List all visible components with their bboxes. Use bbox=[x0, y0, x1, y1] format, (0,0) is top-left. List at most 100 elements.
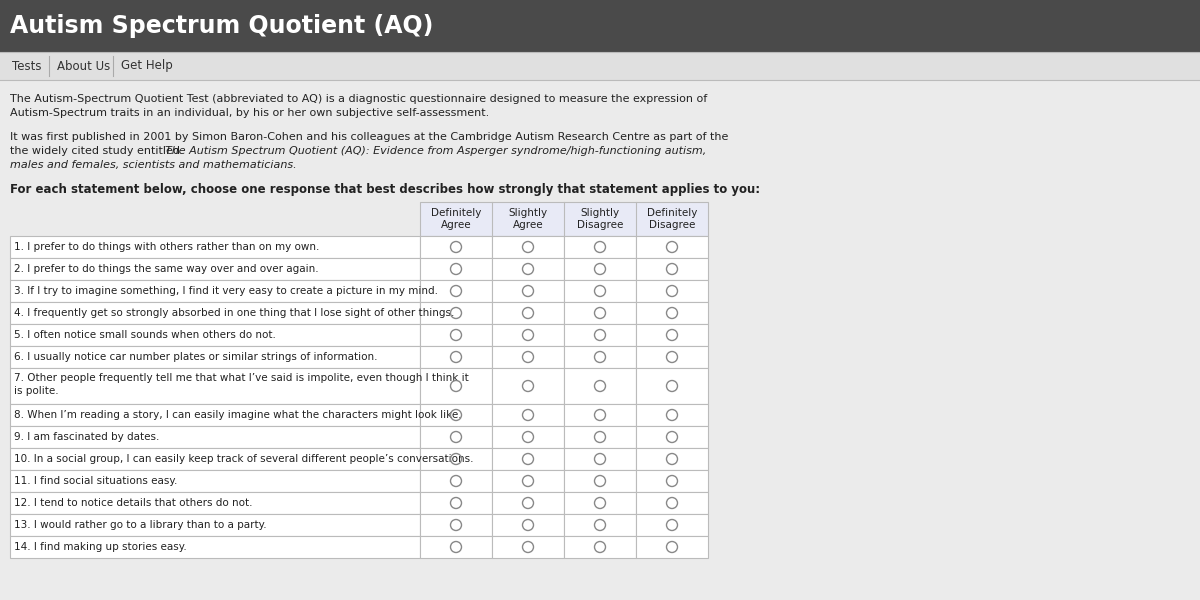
Text: Tests: Tests bbox=[12, 59, 42, 73]
FancyBboxPatch shape bbox=[564, 302, 636, 324]
FancyBboxPatch shape bbox=[10, 368, 420, 404]
FancyBboxPatch shape bbox=[0, 0, 1200, 52]
FancyBboxPatch shape bbox=[420, 492, 492, 514]
FancyBboxPatch shape bbox=[564, 426, 636, 448]
FancyBboxPatch shape bbox=[564, 324, 636, 346]
FancyBboxPatch shape bbox=[636, 368, 708, 404]
FancyBboxPatch shape bbox=[420, 470, 492, 492]
FancyBboxPatch shape bbox=[636, 258, 708, 280]
FancyBboxPatch shape bbox=[492, 470, 564, 492]
FancyBboxPatch shape bbox=[420, 258, 492, 280]
FancyBboxPatch shape bbox=[564, 536, 636, 558]
FancyBboxPatch shape bbox=[420, 448, 492, 470]
Text: 14. I find making up stories easy.: 14. I find making up stories easy. bbox=[14, 542, 187, 552]
FancyBboxPatch shape bbox=[492, 280, 564, 302]
Text: males and females, scientists and mathematicians.: males and females, scientists and mathem… bbox=[10, 160, 296, 170]
FancyBboxPatch shape bbox=[492, 324, 564, 346]
Text: Definitely
Agree: Definitely Agree bbox=[431, 208, 481, 230]
FancyBboxPatch shape bbox=[492, 514, 564, 536]
FancyBboxPatch shape bbox=[420, 324, 492, 346]
FancyBboxPatch shape bbox=[564, 492, 636, 514]
FancyBboxPatch shape bbox=[636, 470, 708, 492]
FancyBboxPatch shape bbox=[10, 324, 420, 346]
FancyBboxPatch shape bbox=[420, 202, 708, 236]
FancyBboxPatch shape bbox=[10, 404, 420, 426]
Text: 10. In a social group, I can easily keep track of several different people’s con: 10. In a social group, I can easily keep… bbox=[14, 454, 474, 464]
FancyBboxPatch shape bbox=[420, 236, 492, 258]
FancyBboxPatch shape bbox=[492, 404, 564, 426]
FancyBboxPatch shape bbox=[10, 448, 420, 470]
FancyBboxPatch shape bbox=[492, 448, 564, 470]
FancyBboxPatch shape bbox=[636, 346, 708, 368]
FancyBboxPatch shape bbox=[636, 514, 708, 536]
Text: 9. I am fascinated by dates.: 9. I am fascinated by dates. bbox=[14, 432, 160, 442]
FancyBboxPatch shape bbox=[10, 236, 420, 258]
Text: The Autism-Spectrum Quotient Test (abbreviated to AQ) is a diagnostic questionna: The Autism-Spectrum Quotient Test (abbre… bbox=[10, 94, 707, 104]
FancyBboxPatch shape bbox=[420, 368, 492, 404]
Text: 5. I often notice small sounds when others do not.: 5. I often notice small sounds when othe… bbox=[14, 330, 276, 340]
FancyBboxPatch shape bbox=[10, 514, 420, 536]
FancyBboxPatch shape bbox=[636, 404, 708, 426]
FancyBboxPatch shape bbox=[564, 346, 636, 368]
Text: 2. I prefer to do things the same way over and over again.: 2. I prefer to do things the same way ov… bbox=[14, 264, 319, 274]
FancyBboxPatch shape bbox=[420, 302, 492, 324]
Text: 4. I frequently get so strongly absorbed in one thing that I lose sight of other: 4. I frequently get so strongly absorbed… bbox=[14, 308, 455, 318]
FancyBboxPatch shape bbox=[636, 492, 708, 514]
Text: 7. Other people frequently tell me that what I’ve said is impolite, even though : 7. Other people frequently tell me that … bbox=[14, 373, 469, 383]
FancyBboxPatch shape bbox=[420, 426, 492, 448]
FancyBboxPatch shape bbox=[10, 302, 420, 324]
FancyBboxPatch shape bbox=[492, 536, 564, 558]
FancyBboxPatch shape bbox=[420, 346, 492, 368]
Text: Autism-Spectrum traits in an individual, by his or her own subjective self-asses: Autism-Spectrum traits in an individual,… bbox=[10, 108, 490, 118]
FancyBboxPatch shape bbox=[10, 470, 420, 492]
Text: 11. I find social situations easy.: 11. I find social situations easy. bbox=[14, 476, 178, 486]
FancyBboxPatch shape bbox=[636, 448, 708, 470]
Text: 3. If I try to imagine something, I find it very easy to create a picture in my : 3. If I try to imagine something, I find… bbox=[14, 286, 438, 296]
FancyBboxPatch shape bbox=[10, 280, 420, 302]
FancyBboxPatch shape bbox=[10, 346, 420, 368]
Text: The Autism Spectrum Quotient (AQ): Evidence from Asperger syndrome/high-function: The Autism Spectrum Quotient (AQ): Evide… bbox=[166, 146, 707, 156]
FancyBboxPatch shape bbox=[420, 536, 492, 558]
FancyBboxPatch shape bbox=[564, 404, 636, 426]
Text: 12. I tend to notice details that others do not.: 12. I tend to notice details that others… bbox=[14, 498, 252, 508]
Text: It was first published in 2001 by Simon Baron-Cohen and his colleagues at the Ca: It was first published in 2001 by Simon … bbox=[10, 132, 728, 142]
Text: 8. When I’m reading a story, I can easily imagine what the characters might look: 8. When I’m reading a story, I can easil… bbox=[14, 410, 462, 420]
Text: the widely cited study entitled: the widely cited study entitled bbox=[10, 146, 184, 156]
FancyBboxPatch shape bbox=[564, 514, 636, 536]
FancyBboxPatch shape bbox=[636, 280, 708, 302]
FancyBboxPatch shape bbox=[492, 302, 564, 324]
FancyBboxPatch shape bbox=[10, 426, 420, 448]
FancyBboxPatch shape bbox=[564, 368, 636, 404]
FancyBboxPatch shape bbox=[492, 368, 564, 404]
Text: About Us: About Us bbox=[58, 59, 110, 73]
Text: 13. I would rather go to a library than to a party.: 13. I would rather go to a library than … bbox=[14, 520, 266, 530]
FancyBboxPatch shape bbox=[0, 52, 1200, 80]
FancyBboxPatch shape bbox=[636, 236, 708, 258]
FancyBboxPatch shape bbox=[420, 404, 492, 426]
FancyBboxPatch shape bbox=[492, 492, 564, 514]
FancyBboxPatch shape bbox=[564, 236, 636, 258]
Text: Definitely
Disagree: Definitely Disagree bbox=[647, 208, 697, 230]
FancyBboxPatch shape bbox=[564, 470, 636, 492]
Text: Slightly
Disagree: Slightly Disagree bbox=[577, 208, 623, 230]
Text: Get Help: Get Help bbox=[120, 59, 173, 73]
FancyBboxPatch shape bbox=[636, 302, 708, 324]
FancyBboxPatch shape bbox=[636, 324, 708, 346]
FancyBboxPatch shape bbox=[636, 426, 708, 448]
FancyBboxPatch shape bbox=[420, 514, 492, 536]
Text: 6. I usually notice car number plates or similar strings of information.: 6. I usually notice car number plates or… bbox=[14, 352, 378, 362]
FancyBboxPatch shape bbox=[636, 536, 708, 558]
FancyBboxPatch shape bbox=[420, 280, 492, 302]
Text: Slightly
Agree: Slightly Agree bbox=[509, 208, 547, 230]
FancyBboxPatch shape bbox=[492, 426, 564, 448]
FancyBboxPatch shape bbox=[564, 448, 636, 470]
Text: Autism Spectrum Quotient (AQ): Autism Spectrum Quotient (AQ) bbox=[10, 14, 433, 38]
FancyBboxPatch shape bbox=[492, 236, 564, 258]
Text: For each statement below, choose one response that best describes how strongly t: For each statement below, choose one res… bbox=[10, 183, 760, 196]
Text: 1. I prefer to do things with others rather than on my own.: 1. I prefer to do things with others rat… bbox=[14, 242, 319, 252]
FancyBboxPatch shape bbox=[492, 258, 564, 280]
FancyBboxPatch shape bbox=[10, 258, 420, 280]
FancyBboxPatch shape bbox=[492, 346, 564, 368]
FancyBboxPatch shape bbox=[10, 536, 420, 558]
FancyBboxPatch shape bbox=[564, 280, 636, 302]
